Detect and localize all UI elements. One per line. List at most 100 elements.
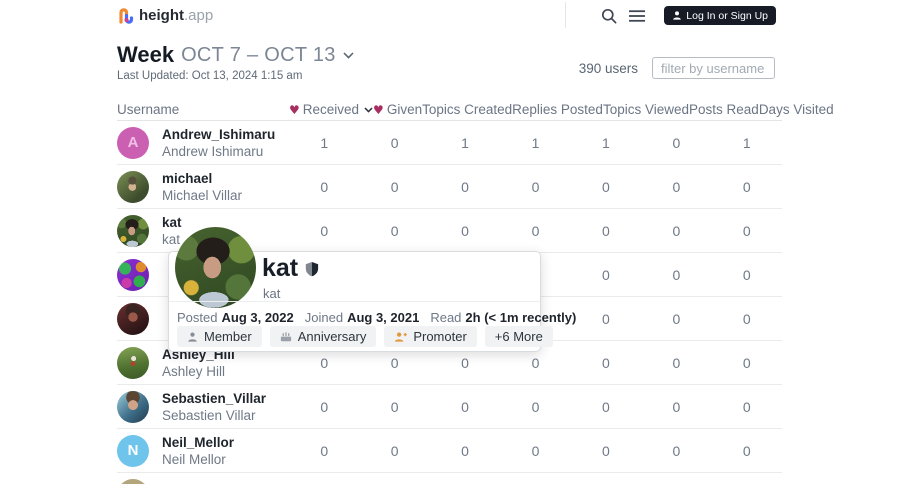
stat-cell: 0 [390,354,399,371]
full-name: Neil Mellor [162,451,226,467]
stat-cell: 1 [602,134,610,151]
avatar[interactable] [117,390,149,423]
stat-cell: 0 [742,178,751,195]
username[interactable]: michael [162,170,213,186]
topbar-divider [565,2,566,28]
filter-by-username-input[interactable] [652,57,775,79]
stat-cell: 0 [531,442,540,459]
stat-cell: 0 [672,134,681,151]
search-button[interactable] [599,7,619,25]
badge-more[interactable]: +6 More [484,326,553,347]
period-range: OCT 7 – OCT 13 [181,43,336,66]
table-header-row: Username ♥ Received ♥ Given Topics Created… [117,99,834,121]
login-signup-button[interactable]: Log In or Sign Up [664,6,776,25]
badge-anniversary[interactable]: Anniversary [269,326,377,347]
user-card-badges: Member Anniversary Promoter [177,326,553,347]
avatar[interactable] [117,170,149,203]
column-header-given[interactable]: ♥ Given [373,102,423,117]
stat-cell: 0 [602,442,610,459]
login-signup-label: Log In or Sign Up [686,9,768,22]
table-row: Ashley_Hill Ashley Hill 0 0 0 0 0 0 0 [117,341,782,385]
user-cell-michael[interactable]: michael Michael Villar [117,170,289,204]
stat-cell: 0 [461,222,469,239]
hamburger-menu-button[interactable] [627,7,647,25]
column-header-replies-posted[interactable]: Replies Posted [512,102,603,117]
badge-member[interactable]: Member [177,326,262,347]
stat-cell: 0 [320,442,329,459]
hamburger-icon [629,10,645,22]
badge-promoter[interactable]: Promoter [384,326,477,347]
stat-cell: 0 [742,442,751,459]
stat-cell: 0 [672,310,681,327]
user-cell-neil[interactable]: N Neil_Mellor Neil Mellor [117,434,289,468]
avatar[interactable] [117,214,149,247]
stat-cell: 1 [531,134,540,151]
joined-stat: Joined Aug 3, 2021 [304,310,420,325]
full-name: kat [162,231,181,247]
user-cell-andrew[interactable]: A Andrew_Ishimaru Andrew Ishimaru [117,126,289,160]
avatar[interactable] [117,478,149,484]
column-header-posts-read[interactable]: Posts Read [689,102,759,117]
user-icon [673,11,682,20]
stat-cell: 0 [531,222,540,239]
search-icon [601,8,617,24]
avatar[interactable]: A [117,126,149,159]
username[interactable]: kat [162,214,182,230]
column-header-received[interactable]: ♥ Received [289,102,373,117]
users-count: 390 users [578,61,638,76]
sort-chevron-down-icon [364,107,373,113]
stat-cell: 0 [531,354,540,371]
cake-icon [280,331,291,341]
period-heading[interactable]: Week OCT 7 – OCT 13 [117,42,354,68]
avatar[interactable]: N [117,434,149,467]
column-header-topics-viewed[interactable]: Topics Viewed [602,102,690,117]
table-row: N Neil_Mellor Neil Mellor 0 0 0 0 0 0 0 [117,429,782,473]
user-cell-kat[interactable]: kat kat [117,214,289,248]
user-cell-sebastien[interactable]: Sebastien_Villar Sebastien Villar [117,390,289,424]
avatar[interactable] [117,258,149,291]
column-header-username: Username [117,102,180,117]
leaderboard-table: Username ♥ Received ♥ Given Topics Created… [117,99,834,484]
avatar-letter: A [127,134,139,151]
username[interactable]: Andrew_Ishimaru [162,126,276,142]
stat-cell: 0 [742,354,751,371]
user-card-stats: Posted Aug 3, 2022 Joined Aug 3, 2021 Read… [169,301,576,325]
user-cell-ashley[interactable]: Ashley_Hill Ashley Hill [117,346,289,380]
stat-cell: 0 [672,354,681,371]
user-cell-hidden[interactable] [117,258,289,291]
shield-icon [306,261,319,276]
table-row: Sebastien_Villar Sebastien Villar 0 0 0 0 0 0 0 [117,385,782,429]
site-logo[interactable]: height.app [117,5,213,27]
avatar[interactable] [117,346,149,379]
user-icon [188,332,197,342]
stat-cell: 0 [320,354,329,371]
user-card-username[interactable]: kat [262,254,319,283]
stat-cell: 0 [390,442,399,459]
username[interactable]: Neil_Mellor [162,434,235,450]
stat-cell: 0 [390,398,399,415]
stat-cell: 0 [742,266,751,283]
stat-cell: 0 [461,354,469,371]
stat-cell: 0 [742,310,751,327]
stat-cell: 0 [461,398,469,415]
user-cell-partial[interactable]: Iwanta_Tang [117,478,289,484]
column-header-topics-created[interactable]: Topics Created [422,102,513,117]
user-cell-hidden[interactable] [117,302,289,335]
heart-icon: ♥ [373,103,384,117]
stat-cell: 0 [602,222,610,239]
stat-cell: 1 [461,134,469,151]
avatar[interactable] [117,302,149,335]
full-name: Ashley Hill [162,363,226,379]
stat-cell: 0 [602,310,610,327]
avatar-letter: N [127,442,139,459]
stat-cell: 0 [461,442,469,459]
stat-cell: 0 [531,398,540,415]
stat-cell: 0 [461,178,469,195]
full-name: Michael Villar [162,187,243,203]
user-card-avatar[interactable] [175,227,256,308]
chevron-down-icon[interactable] [343,51,354,59]
stat-cell: 1 [320,134,329,151]
full-name: Sebastien Villar [162,407,256,423]
column-header-days-visited[interactable]: Days Visited [758,102,834,117]
username[interactable]: Sebastien_Villar [162,390,267,406]
